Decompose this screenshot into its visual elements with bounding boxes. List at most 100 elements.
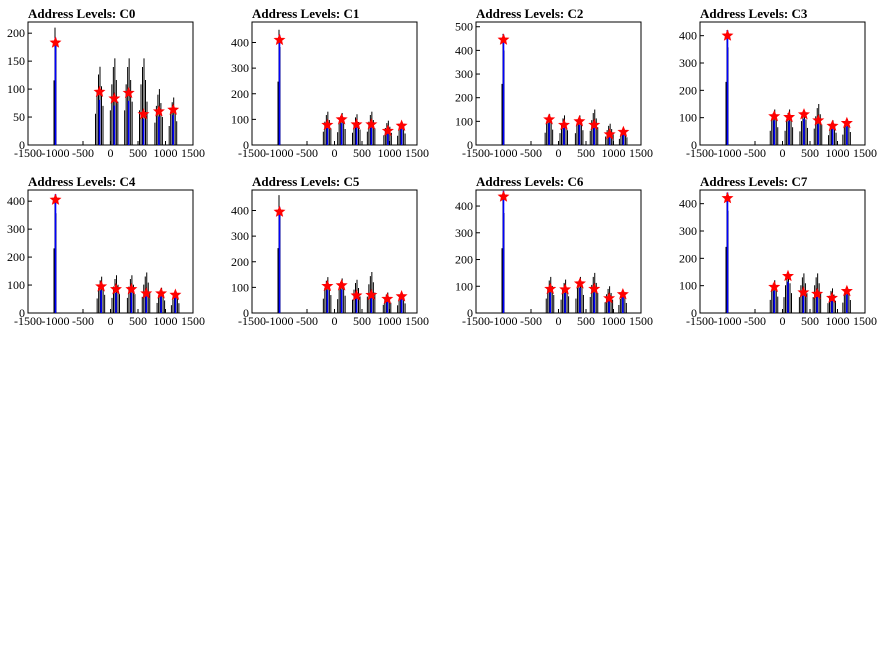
y-tick-label: 200 bbox=[679, 83, 697, 97]
x-tick-label: -1500 bbox=[462, 146, 490, 160]
y-tick-label: 400 bbox=[231, 204, 249, 218]
peak-5 bbox=[603, 123, 616, 145]
y-tick-label: 100 bbox=[455, 279, 473, 293]
peak-marker bbox=[812, 114, 825, 126]
x-tick-label: -500 bbox=[296, 146, 318, 160]
peak-5 bbox=[826, 288, 838, 313]
x-tick-label: 0 bbox=[108, 146, 114, 160]
x-tick-label: 0 bbox=[332, 146, 338, 160]
y-tick-label: 500 bbox=[455, 20, 473, 34]
peak-2 bbox=[335, 278, 348, 313]
peak-marker bbox=[826, 119, 839, 131]
peak-marker bbox=[110, 282, 122, 295]
peak-marker bbox=[321, 118, 334, 131]
peak-0 bbox=[49, 193, 62, 313]
peak-marker bbox=[544, 282, 557, 295]
x-tick-label: -500 bbox=[520, 146, 542, 160]
peak-marker bbox=[137, 107, 150, 120]
x-tick-label: 1500 bbox=[405, 146, 429, 160]
plot-frame bbox=[475, 189, 642, 314]
x-tick-label: 1500 bbox=[181, 314, 205, 328]
x-tick-label: -1500 bbox=[238, 146, 266, 160]
peak-4 bbox=[365, 111, 378, 145]
y-tick-label: 0 bbox=[19, 138, 25, 152]
peak-1 bbox=[321, 111, 334, 145]
peak-marker bbox=[395, 119, 408, 131]
peak-marker bbox=[782, 269, 794, 282]
peak-1 bbox=[95, 276, 108, 313]
peak-6 bbox=[169, 288, 182, 313]
x-tick-label: -500 bbox=[744, 314, 766, 328]
chart-panel-c1: Address Levels: C1 0 100 200 300 400 -1500 -100… bbox=[231, 6, 429, 160]
peak-1 bbox=[768, 280, 781, 313]
peak-marker bbox=[125, 282, 138, 295]
peak-marker bbox=[497, 33, 510, 45]
peak-marker bbox=[573, 114, 586, 127]
y-tick-label: 100 bbox=[679, 279, 697, 293]
peak-marker bbox=[365, 118, 378, 130]
y-tick-label: 50 bbox=[13, 110, 25, 124]
peak-marker bbox=[811, 287, 824, 299]
peak-1 bbox=[321, 277, 334, 313]
y-tick-label: 150 bbox=[7, 54, 25, 68]
y-tick-label: 100 bbox=[455, 114, 473, 128]
x-tick-label: 1000 bbox=[602, 314, 626, 328]
x-tick-label: -1500 bbox=[238, 314, 266, 328]
peak-marker bbox=[558, 118, 570, 130]
y-tick-label: 100 bbox=[7, 82, 25, 96]
y-tick-label: 100 bbox=[231, 112, 249, 126]
chart-panel-c3: Address Levels: C3 0 100 200 300 400 -1500 -100… bbox=[679, 6, 877, 160]
peak-2 bbox=[110, 275, 122, 313]
chart-title: Address Levels: C0 bbox=[28, 6, 135, 21]
chart-panel-c2: Address Levels: C20100200300400500-1500-… bbox=[455, 6, 653, 160]
peak-6 bbox=[840, 116, 853, 145]
x-tick-label: 500 bbox=[801, 146, 819, 160]
y-tick-label: 300 bbox=[679, 224, 697, 238]
x-tick-label: 1500 bbox=[629, 314, 653, 328]
x-tick-label: 500 bbox=[129, 314, 147, 328]
peak-marker bbox=[335, 113, 348, 125]
peak-6 bbox=[617, 125, 630, 145]
chart-panel-c4: Address Levels: C4 0 100 200 300 400 -1500 -100… bbox=[7, 174, 205, 328]
y-tick-label: 0 bbox=[19, 306, 25, 320]
x-tick-label: -1000 bbox=[490, 314, 518, 328]
chart-title: Address Levels: C7 bbox=[700, 174, 808, 189]
peak-marker bbox=[381, 292, 394, 305]
x-tick-label: 500 bbox=[801, 314, 819, 328]
peak-6 bbox=[167, 97, 180, 145]
peak-5 bbox=[155, 287, 168, 313]
peak-4 bbox=[140, 272, 153, 313]
x-tick-label: -500 bbox=[296, 314, 318, 328]
x-tick-label: -1000 bbox=[42, 146, 70, 160]
y-tick-label: 0 bbox=[243, 138, 249, 152]
y-tick-label: 0 bbox=[467, 138, 473, 152]
x-tick-label: -500 bbox=[72, 146, 94, 160]
y-tick-label: 400 bbox=[455, 199, 473, 213]
peak-2 bbox=[783, 109, 796, 145]
x-tick-label: -1000 bbox=[266, 146, 294, 160]
peak-3 bbox=[350, 114, 363, 145]
peak-5 bbox=[826, 119, 839, 145]
x-tick-label: 1500 bbox=[853, 314, 877, 328]
peak-marker bbox=[273, 33, 286, 46]
peak-5 bbox=[152, 89, 165, 145]
y-tick-label: 0 bbox=[243, 306, 249, 320]
x-tick-label: -500 bbox=[744, 146, 766, 160]
y-tick-label: 200 bbox=[231, 87, 249, 101]
peak-0 bbox=[721, 191, 734, 313]
x-tick-label: -1000 bbox=[266, 314, 294, 328]
peak-marker bbox=[783, 110, 796, 123]
x-tick-label: 0 bbox=[556, 314, 562, 328]
peak-6 bbox=[395, 289, 408, 313]
x-tick-label: 1000 bbox=[378, 146, 402, 160]
y-tick-label: 300 bbox=[455, 226, 473, 240]
peak-marker bbox=[573, 277, 586, 289]
peak-marker bbox=[167, 103, 180, 115]
peak-marker bbox=[335, 278, 348, 291]
x-tick-label: -500 bbox=[72, 314, 94, 328]
peak-4 bbox=[812, 104, 825, 145]
y-tick-label: 0 bbox=[467, 306, 473, 320]
peak-marker bbox=[768, 280, 781, 293]
peak-5 bbox=[381, 120, 394, 145]
peak-marker bbox=[768, 109, 781, 122]
